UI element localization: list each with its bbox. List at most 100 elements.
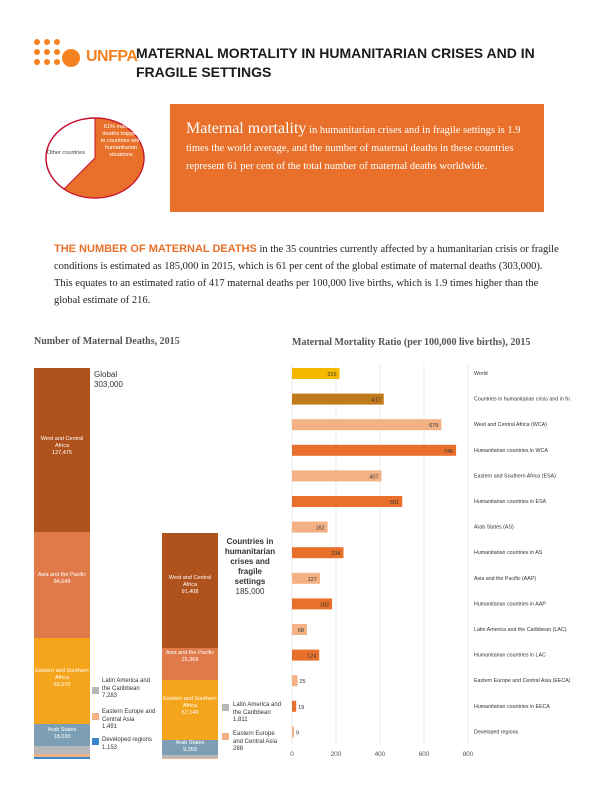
mmr-bar <box>292 521 328 533</box>
global-series-name: Global <box>94 370 118 379</box>
left-chart-title: Number of Maternal Deaths, 2015 <box>34 336 180 347</box>
mmr-bar-chart: 0 200 400 600 800 216 World 417 Countries in hum… <box>290 364 570 758</box>
page-title: MATERNAL MORTALITY IN HUMANITARIAN CRISE… <box>136 45 535 80</box>
humanitarian-series-name: Countries in humanitarian crises and fra… <box>224 537 276 586</box>
legend-global-dev: Developed regions 1,153 <box>102 737 158 752</box>
intro-paragraph: THE NUMBER OF MATERNAL DEATHS in the 35 … <box>54 241 560 309</box>
x-tick-label: 800 <box>463 751 474 758</box>
legend-swatch-eeca <box>92 713 99 720</box>
segment-value: 91,408 <box>181 589 199 595</box>
segment-name: Asia and the Pacific <box>165 650 215 656</box>
bar-segment-global-wca: West and Central Africa 127,475 <box>34 368 90 532</box>
segment-name: West and Central Africa <box>40 436 84 449</box>
mmr-value-label: 234 <box>331 551 340 557</box>
legend-global-eeca: Eastern Europe and Central Asia 1,491 <box>102 709 158 732</box>
segment-value: 69,070 <box>53 682 71 688</box>
mmr-value-label: 162 <box>315 526 324 532</box>
mmr-category-label: World <box>474 371 488 377</box>
mmr-bar <box>292 598 333 610</box>
mmr-value-label: 407 <box>369 474 378 480</box>
intro-lead: THE NUMBER OF MATERNAL DEATHS <box>54 243 257 255</box>
mmr-value-label: 68 <box>298 628 304 634</box>
legend-value: 1,491 <box>102 724 118 730</box>
mmr-bar <box>292 624 307 635</box>
legend-global-lac: Latin America and the Caribbean 7,283 <box>102 678 158 701</box>
segment-value: 127,475 <box>52 450 72 456</box>
segment-name: Arab States <box>47 727 77 733</box>
x-tick-label: 0 <box>290 751 294 758</box>
legend-swatch-hum-lac <box>222 704 229 711</box>
mmr-bar <box>292 368 340 379</box>
mmr-bar <box>292 393 384 405</box>
legend-name: Eastern Europe and Central Asia <box>102 709 156 723</box>
mmr-value-label: 9 <box>296 730 299 736</box>
segment-value: 84,649 <box>53 579 71 585</box>
mmr-category-label: Humanitarian countries in AS <box>474 550 543 556</box>
mmr-category-label: Humanitarian countries in EECA <box>474 704 550 710</box>
mmr-bar <box>292 675 298 687</box>
humanitarian-bar-title: Countries in humanitarian crises and fra… <box>222 537 278 597</box>
legend-hum-eeca: Eastern Europe and Central Asia 288 <box>233 731 285 754</box>
segment-name: Arab States <box>175 740 205 746</box>
legend-name: Developed regions <box>102 737 153 743</box>
mmr-category-label: Eastern and Southern Africa (ESA) <box>474 473 556 479</box>
mmr-bar <box>292 496 403 507</box>
callout-body: in humanitarian crises and in fragile se… <box>186 125 521 172</box>
mmr-category-label: Humanitarian countries in AAP <box>474 601 546 607</box>
pie-other-label: Other countries <box>46 150 86 156</box>
bar-segment-hum-esa: Eastern and Southern Africa 57,149 <box>162 680 218 740</box>
mmr-value-label: 124 <box>307 654 316 660</box>
bar-segment-global-lac <box>34 746 90 754</box>
mmr-bar <box>292 700 297 712</box>
bar-segment-hum-as: Arab States 9,058 <box>162 740 218 755</box>
legend-name: Latin America and the Caribbean <box>233 702 282 716</box>
share-pie-chart: 61% maternal deaths trapped to countries… <box>45 117 145 199</box>
legend-value: 1,811 <box>233 717 248 723</box>
legend-value: 1,153 <box>102 744 118 751</box>
mmr-value-label: 746 <box>444 449 453 455</box>
pie-slice-label: 61% maternal deaths trapped to countries… <box>100 124 142 158</box>
unfpa-logo-dots <box>34 39 86 73</box>
bar-segment-hum-lac <box>162 755 218 758</box>
legend-hum-lac: Latin America and the Caribbean 1,811 <box>233 702 285 725</box>
bar-segment-global-dev <box>34 757 90 759</box>
bar-segment-global-ap: Asia and the Pacific 84,649 <box>34 532 90 638</box>
legend-swatch-lac <box>92 687 99 694</box>
segment-value: 18,030 <box>53 734 71 740</box>
right-chart-title: Maternal Mortality Ratio (per 100,000 li… <box>292 337 531 348</box>
mmr-category-label: Eastern Europe and Central Asia (EECA) <box>474 678 570 684</box>
mmr-category-label: Latin America and the Caribbean (LAC) <box>474 627 567 633</box>
callout-text: Maternal mortality in humanitarian crise… <box>186 120 530 176</box>
segment-value: 25,369 <box>181 657 199 663</box>
bar-segment-hum-ap: Asia and the Pacific 25,369 <box>162 648 218 680</box>
mmr-category-label: Developed regions <box>474 729 519 735</box>
segment-name: West and Central Africa <box>168 575 212 588</box>
bar-segment-hum-eeca <box>162 758 218 759</box>
segment-name: Asia and the Pacific <box>37 572 87 578</box>
mmr-bar <box>292 572 320 584</box>
mmr-bar <box>292 649 320 661</box>
pie-slice-humanitarian <box>63 117 145 199</box>
mmr-bar <box>292 470 382 482</box>
mmr-category-label: West and Central Africa (WCA) <box>474 422 547 428</box>
mmr-value-label: 679 <box>429 423 438 429</box>
intro-body: in the 35 countries currently affected b… <box>54 244 559 306</box>
bar-segment-global-as: Arab States 18,030 <box>34 724 90 746</box>
legend-value: 288 <box>233 746 244 752</box>
legend-value: 7,283 <box>102 693 118 699</box>
mmr-value-label: 216 <box>327 372 336 378</box>
mmr-bar <box>292 419 442 431</box>
global-bar-title: Global 303,000 <box>94 370 154 390</box>
callout-headline: Maternal mortality <box>186 120 307 137</box>
x-tick-label: 400 <box>375 751 386 758</box>
mmr-category-label: Asia and the Pacific (AAP) <box>474 576 536 582</box>
bar-segment-global-esa: Eastern and Southern Africa 69,070 <box>34 638 90 724</box>
legend-swatch-dev <box>92 738 99 745</box>
mmr-category-label: Humanitarian countries in LAC <box>474 653 546 659</box>
segment-name: Eastern and Southern Africa <box>163 696 217 709</box>
bar-segment-hum-wca: West and Central Africa 91,408 <box>162 533 218 648</box>
mmr-value-label: 19 <box>298 705 304 711</box>
mmr-category-label: Humanitarian countries in ESA <box>474 499 547 505</box>
un-emblem-icon <box>62 49 80 67</box>
x-tick-label: 200 <box>331 751 342 758</box>
